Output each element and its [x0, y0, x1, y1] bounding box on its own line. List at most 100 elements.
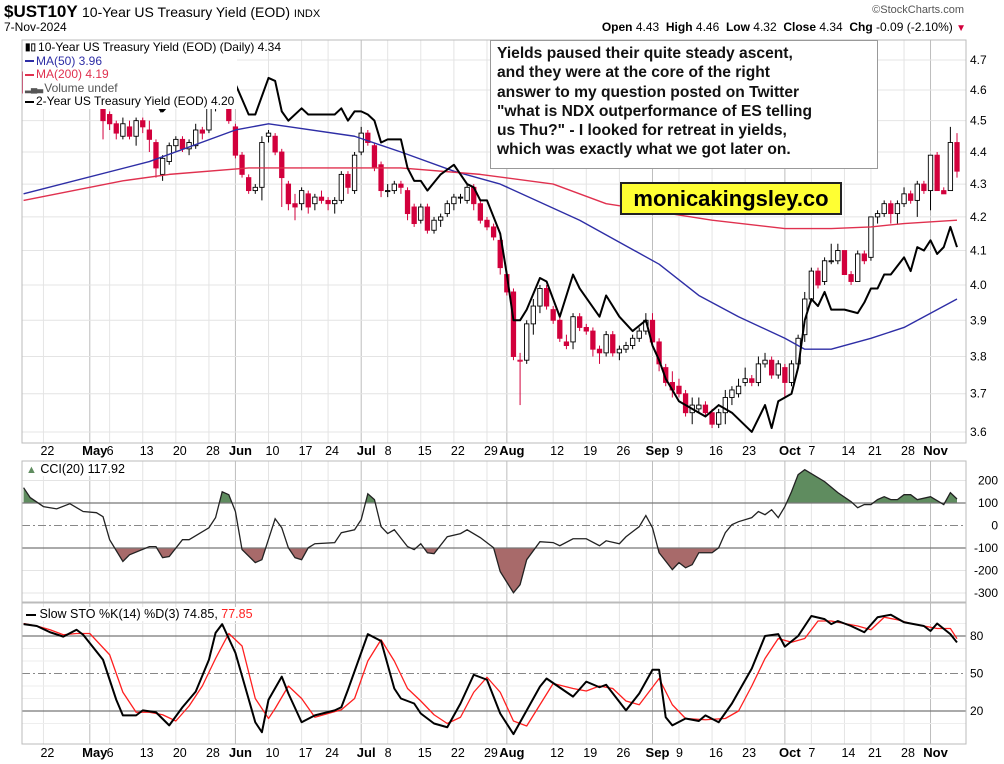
x-tick-label: 26 [616, 444, 630, 458]
x-tick-label: 13 [140, 746, 154, 760]
candle [914, 180, 920, 217]
candle-body [954, 142, 960, 172]
candle [451, 193, 457, 211]
candle-body [464, 186, 470, 201]
candle [894, 200, 901, 224]
cci-line [23, 468, 958, 594]
annotation-line: Yields paused their quite steady ascent, [497, 45, 793, 62]
candle [398, 180, 404, 194]
candle [106, 111, 113, 130]
candle [841, 250, 848, 275]
candle-body [782, 367, 788, 383]
candle-body [888, 203, 894, 215]
x-tick-label: 12 [550, 746, 564, 760]
close-value: 4.34 [819, 20, 843, 34]
candle [868, 216, 874, 261]
candle [577, 313, 583, 332]
x-tick-label: 13 [140, 444, 154, 458]
legend-two-year: 2-Year US Treasury Yield (EOD) 4.20 [25, 94, 235, 109]
candle-body [908, 193, 914, 201]
candle-body [702, 404, 709, 414]
candle [749, 375, 755, 387]
panel-border [21, 460, 967, 603]
candle [133, 117, 139, 146]
x-tick-label: 14 [841, 444, 855, 458]
close-label: Close [783, 20, 816, 34]
candle-body [444, 203, 450, 215]
candle-body [848, 274, 854, 282]
candle-body [947, 142, 954, 192]
candle-body [934, 154, 940, 192]
legend-ma50-label: MA(50) 3.96 [36, 53, 103, 68]
candle [318, 190, 325, 204]
candle-body [716, 412, 722, 425]
y-tick-label: 4.2 [970, 210, 987, 224]
line-swatch-icon [25, 60, 34, 63]
x-tick-label: Jun [229, 745, 252, 760]
candle [246, 174, 252, 194]
candle-body [537, 288, 543, 307]
candle [775, 360, 781, 379]
candle [437, 213, 444, 227]
candle [788, 360, 795, 387]
candle [629, 334, 636, 350]
candle [358, 126, 364, 156]
candle [477, 200, 484, 224]
legend-two-year-label: 2-Year US Treasury Yield (EOD) 4.20 [36, 94, 235, 108]
y-tick-label: 3.6 [970, 425, 987, 439]
candle [305, 190, 311, 214]
x-tick-label: Sep [646, 745, 670, 760]
candle [782, 363, 788, 398]
candle-body [577, 316, 583, 328]
candle-body [451, 196, 457, 205]
cci-tick-label: 0 [991, 519, 998, 533]
candle-body [484, 219, 490, 228]
legend-ma200-label: MA(200) 4.19 [36, 67, 109, 81]
candle-body [193, 129, 199, 147]
sto-tick-label: 50 [970, 667, 984, 681]
candle-body [285, 183, 292, 205]
cci-tick-label: 100 [978, 496, 998, 510]
candle [583, 323, 589, 335]
candle [285, 180, 292, 211]
y-tick-label: 4.1 [970, 244, 987, 258]
sto-legend-label: Slow STO %K(14) %D(3) 74.85, [39, 607, 218, 621]
annotation-line: which was exactly what we got later on. [497, 141, 791, 159]
candle-body [755, 363, 762, 383]
candle [656, 338, 662, 372]
x-tick-label: 6 [107, 746, 114, 760]
candle-body [126, 126, 133, 137]
candle [351, 152, 358, 194]
candle-body [596, 348, 603, 354]
candle [947, 126, 954, 192]
candle-body [742, 378, 748, 383]
candle-body [788, 363, 795, 383]
x-tick-label: 10 [266, 746, 280, 760]
cci-overbought-area [23, 469, 957, 503]
y-tick-label: 4.5 [970, 114, 987, 128]
candle [821, 257, 828, 285]
instrument-name-text: 10-Year US Treasury Yield (EOD) [82, 4, 291, 20]
candle-body [140, 120, 146, 128]
candle [404, 187, 411, 221]
candle [292, 193, 298, 221]
candle [908, 190, 914, 204]
x-tick-label: 28 [901, 444, 915, 458]
x-tick-label: 29 [484, 444, 498, 458]
candle [418, 203, 424, 224]
x-tick-label: Nov [923, 745, 948, 760]
candle-body [199, 129, 205, 134]
candle [484, 216, 490, 231]
candle [457, 193, 464, 204]
candle-body [345, 173, 351, 188]
candle [411, 203, 417, 227]
legend-ma50: MA(50) 3.96 [25, 53, 235, 69]
x-tick-label: 9 [676, 746, 683, 760]
x-tick-label: 14 [841, 746, 855, 760]
candle-body [246, 177, 252, 192]
y-tick-label: 4.4 [970, 145, 987, 159]
instrument-name: 10-Year US Treasury Yield (EOD) INDX [82, 4, 320, 20]
candle [941, 187, 947, 195]
candle-body [914, 183, 920, 201]
candle [729, 386, 735, 406]
